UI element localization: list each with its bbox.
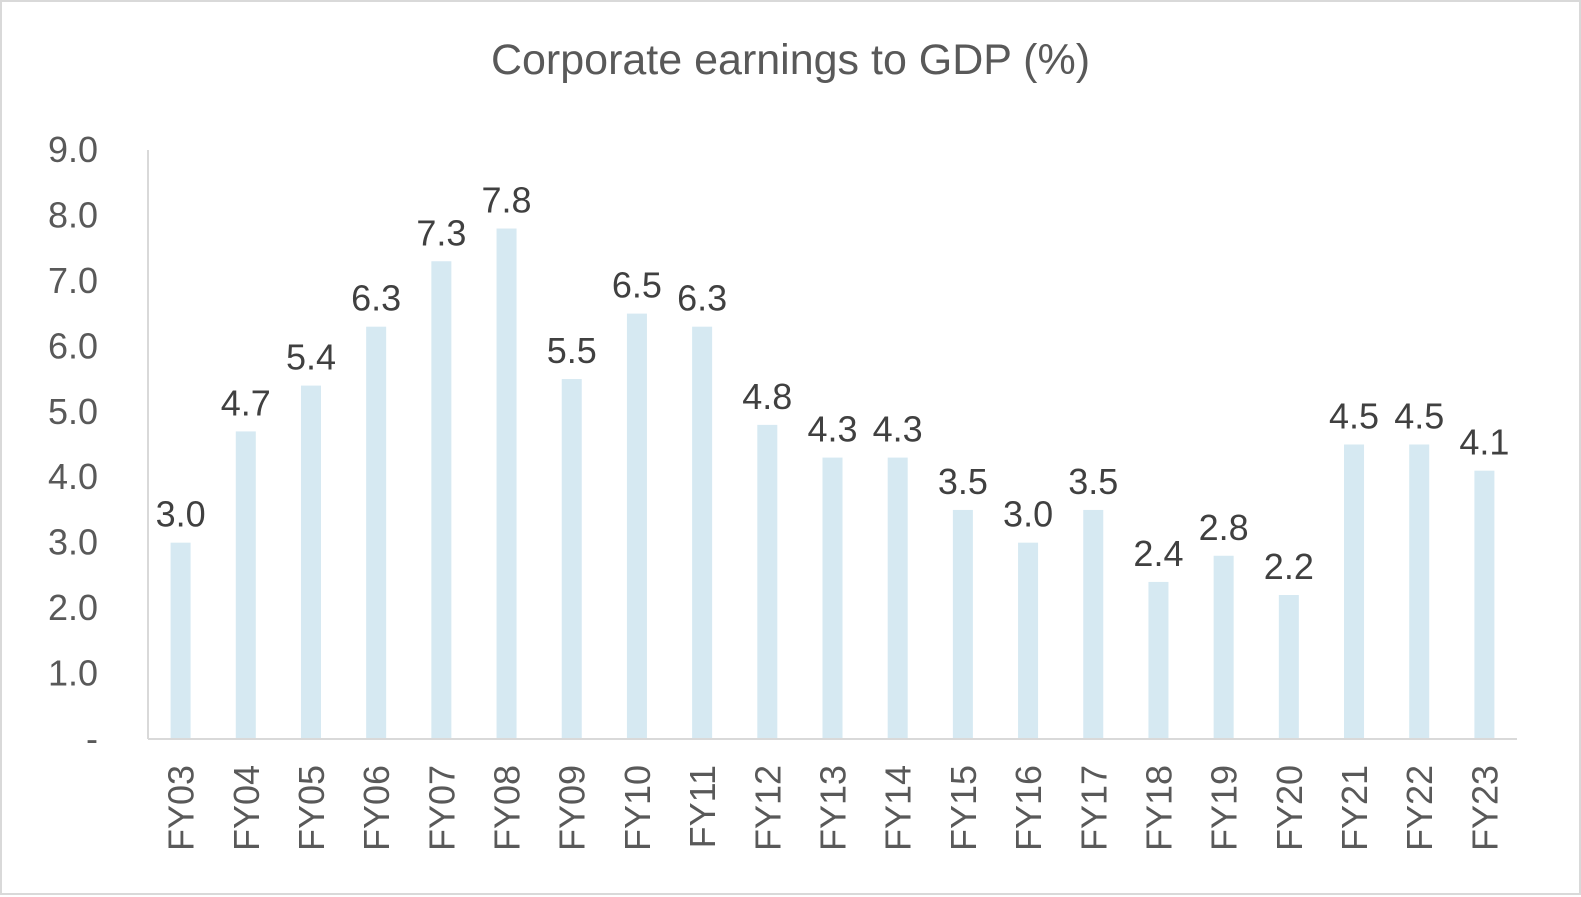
y-tick-label: - [86, 718, 98, 759]
bar [1083, 509, 1104, 739]
data-label: 3.5 [938, 461, 988, 502]
bar [561, 379, 582, 739]
data-label: 4.5 [1394, 396, 1444, 437]
data-label: 4.3 [873, 409, 923, 450]
x-tick-label: FY06 [356, 765, 397, 851]
bar [300, 385, 321, 739]
bar [952, 509, 973, 739]
data-label: 3.5 [1068, 461, 1118, 502]
data-label: 6.5 [612, 265, 662, 306]
data-label: 4.1 [1459, 422, 1509, 463]
data-label: 2.4 [1133, 533, 1183, 574]
y-tick-label: 7.0 [48, 260, 98, 301]
y-tick-label: 1.0 [48, 653, 98, 694]
x-tick-label: FY17 [1073, 765, 1114, 851]
bar [1474, 470, 1495, 739]
bar [366, 326, 387, 739]
bar [692, 326, 713, 739]
x-tick-label: FY09 [552, 765, 593, 851]
y-tick-label: 2.0 [48, 587, 98, 628]
x-tick-label: FY10 [617, 765, 658, 851]
bar [1018, 542, 1039, 739]
x-tick-label: FY12 [747, 765, 788, 851]
y-tick-label: 5.0 [48, 391, 98, 432]
bar [496, 228, 517, 740]
data-label: 6.3 [351, 278, 401, 319]
x-axis-labels: FY03 FY04 FY05 FY06 FY07 FY08 FY09 FY10 FY11 FY12… [161, 765, 1506, 851]
x-tick-label: FY22 [1399, 765, 1440, 851]
bars [170, 228, 1495, 740]
data-label: 4.5 [1329, 396, 1379, 437]
bar [757, 424, 778, 739]
y-tick-label: 3.0 [48, 522, 98, 563]
data-label: 2.8 [1199, 507, 1249, 548]
x-tick-label: FY20 [1269, 765, 1310, 851]
bar [431, 261, 452, 739]
data-label: 5.4 [286, 337, 336, 378]
bar [887, 457, 908, 739]
x-tick-label: FY08 [487, 765, 528, 851]
bar [1213, 555, 1234, 739]
x-tick-label: FY16 [1008, 765, 1049, 851]
y-tick-label: 6.0 [48, 325, 98, 366]
x-tick-label: FY03 [161, 765, 202, 851]
data-label: 4.7 [221, 382, 271, 423]
y-tick-label: 4.0 [48, 456, 98, 497]
bar [170, 542, 191, 739]
y-tick-label: 8.0 [48, 194, 98, 235]
data-label: 6.3 [677, 278, 727, 319]
bar [822, 457, 843, 739]
x-tick-label: FY13 [813, 765, 854, 851]
x-tick-label: FY18 [1138, 765, 1179, 851]
y-axis-ticks: - 1.0 2.0 3.0 4.0 5.0 6.0 7.0 8.0 9.0 [48, 129, 98, 759]
bar [626, 313, 647, 739]
x-tick-label: FY14 [878, 765, 919, 851]
x-tick-label: FY19 [1204, 765, 1245, 851]
data-label: 3.0 [156, 494, 206, 535]
data-label: 4.8 [742, 376, 792, 417]
data-label: 7.8 [482, 180, 532, 221]
data-label: 2.2 [1264, 546, 1314, 587]
data-labels: 3.0 4.7 5.4 6.3 7.3 7.8 5.5 6.5 6.3 4.8 4.3 4.3 3.5 3… [156, 180, 1510, 587]
x-tick-label: FY05 [291, 765, 332, 851]
bar [235, 431, 256, 739]
bar [1409, 444, 1430, 739]
x-tick-label: FY04 [226, 765, 267, 851]
x-tick-label: FY07 [421, 765, 462, 851]
x-tick-label: FY23 [1464, 765, 1505, 851]
data-label: 4.3 [807, 409, 857, 450]
x-tick-label: FY15 [943, 765, 984, 851]
chart-title: Corporate earnings to GDP (%) [490, 36, 1091, 84]
bar [1148, 581, 1169, 739]
data-label: 3.0 [1003, 494, 1053, 535]
y-tick-label: 9.0 [48, 129, 98, 170]
data-label: 5.5 [547, 330, 597, 371]
bar [1278, 595, 1299, 739]
x-tick-label: FY21 [1334, 765, 1375, 851]
x-tick-label: FY11 [682, 765, 723, 848]
bar [1344, 444, 1365, 739]
data-label: 7.3 [416, 212, 466, 253]
